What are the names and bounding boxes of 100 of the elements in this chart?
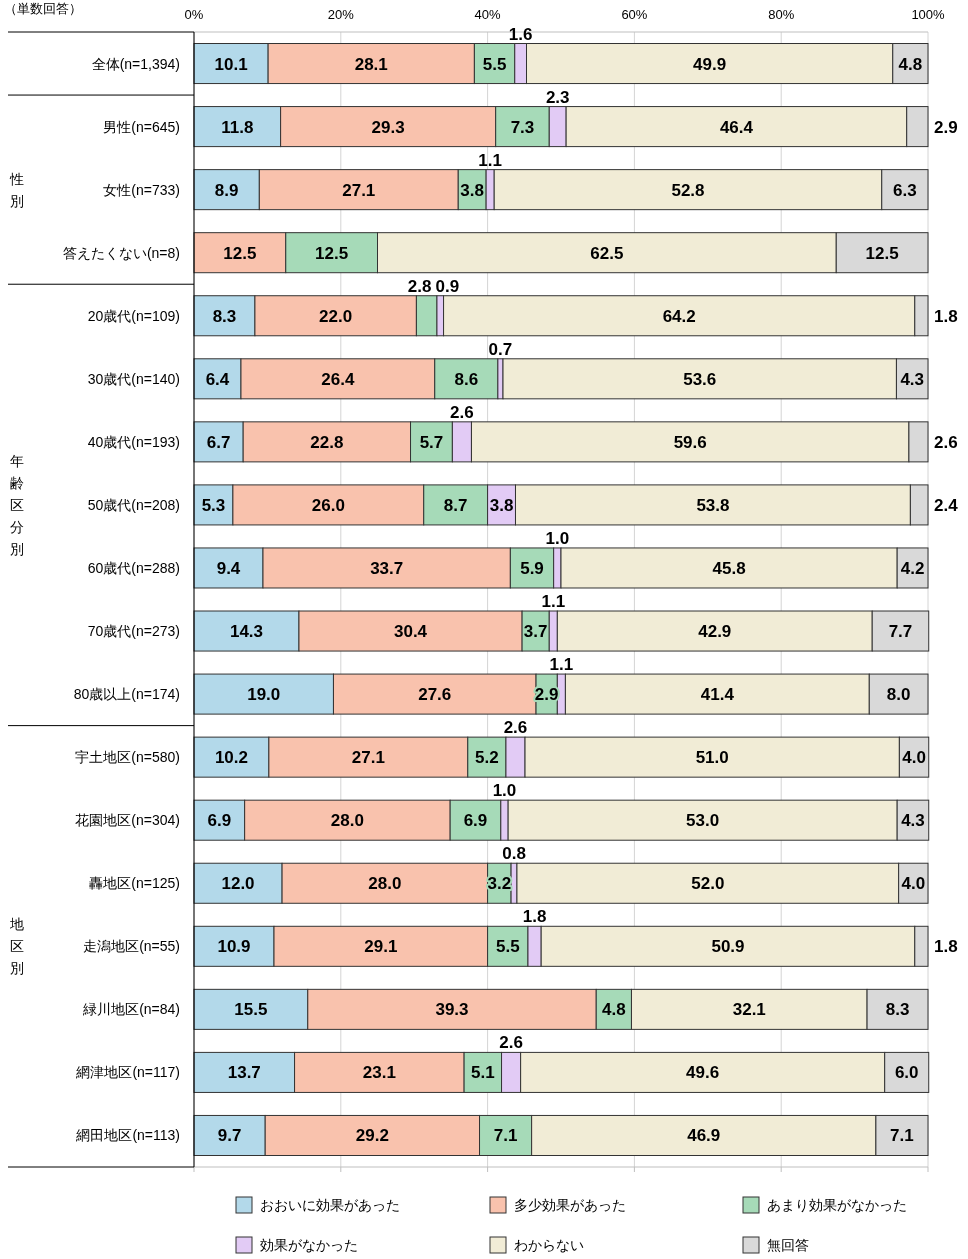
data-label: 7.3 [510,117,535,137]
text: 地区別 [9,916,24,977]
data-label: 10.9 [217,937,251,957]
data-label: 3.8 [489,495,514,515]
y-tick-label: 60歳代(n=288) [87,559,180,576]
data-label: 53.8 [696,495,730,515]
data-label: 8.3 [212,306,237,326]
y-tick-label: 轟地区(n=125) [89,875,180,892]
data-label: 23.1 [362,1063,396,1083]
data-label: 42.9 [698,622,732,642]
y-tick-label: 40歳代(n=193) [87,433,180,450]
data-label: 64.2 [662,306,696,326]
data-label: 4.3 [901,811,925,831]
data-label: 29.1 [364,937,398,957]
data-label: 12.0 [221,874,255,894]
data-label: 49.9 [693,54,727,74]
data-label: 6.3 [893,180,917,200]
data-label: 28.1 [354,54,388,74]
data-label: 2.9 [934,117,958,137]
data-label: 53.0 [686,811,720,831]
data-label: 26.4 [321,369,355,389]
legend-label: 多少効果があった [514,1197,626,1213]
data-label: 1.1 [549,655,574,675]
data-label: 30.4 [393,622,428,642]
data-label: 7.1 [890,1126,914,1146]
data-label: 50.9 [711,937,745,957]
data-label: 51.0 [695,748,729,768]
data-label: 15.5 [234,1000,268,1020]
data-label: 1.0 [545,528,570,548]
data-label: 2.6 [450,402,474,422]
data-label: 29.3 [371,117,405,137]
data-label: 8.9 [214,180,239,200]
data-label: 1.8 [522,907,547,927]
y-tick-label: 80歳以上(n=174) [73,686,180,703]
data-label: 5.1 [471,1063,495,1083]
data-label: 1.1 [478,150,502,170]
data-label: 4.3 [900,369,925,389]
y-tick-label: 全体(n=1,394) [91,55,180,72]
data-label: 27.6 [418,685,452,705]
text: （単数回答） [4,1,82,16]
data-label: 8.7 [443,495,468,515]
data-label: 14.3 [229,622,264,642]
data-label: 3.7 [523,622,548,642]
data-label: 46.9 [687,1126,721,1146]
data-label: 27.1 [342,180,376,200]
data-label: 0.7 [488,339,513,359]
y-tick-label: 花園地区(n=304) [75,812,180,829]
data-label: 1.8 [934,306,958,326]
data-label: 5.2 [475,748,499,768]
y-tick-label: 男性(n=645) [103,118,180,135]
data-label: 6.0 [894,1063,919,1083]
data-label: 29.2 [355,1126,389,1146]
data-label: 1.6 [508,24,533,44]
data-label: 1.0 [492,781,517,801]
data-label: 19.0 [247,685,281,705]
y-tick-label: 網田地区(n=113) [75,1127,180,1144]
data-label: 52.8 [671,180,705,200]
data-label: 6.7 [206,432,231,452]
legend-label: あまり効果がなかった [767,1197,907,1213]
data-label: 22.8 [310,432,344,452]
text: 年齢区分別 [10,452,24,557]
data-label: 8.3 [885,1000,910,1020]
x-tick-label: 100% [911,7,946,22]
data-label: 26.0 [311,495,345,515]
legend-label: おおいに効果があった [260,1197,400,1213]
data-label: 11.8 [221,117,254,137]
data-label: 10.1 [214,54,248,74]
legend-label: 効果がなかった [260,1237,358,1253]
data-label: 3.2 [487,874,512,894]
data-label: 3.8 [460,180,485,200]
data-label: 2.6 [934,432,958,452]
data-label: 4.8 [602,1000,626,1020]
text: 性別 [9,170,24,209]
data-label: 0.8 [502,844,526,864]
data-label: 6.9 [463,811,488,831]
data-label: 45.8 [712,558,746,578]
data-label: 52.0 [691,874,725,894]
data-label: 4.0 [901,874,926,894]
data-label: 2.6 [499,1033,523,1053]
data-label: 39.3 [435,1000,469,1020]
data-label: 4.8 [898,54,923,74]
x-tick-label: 60% [621,7,648,22]
y-tick-label: 緑川地区(n=84) [82,1001,180,1018]
data-label: 6.4 [205,369,230,389]
data-label: 5.5 [482,54,507,74]
data-label: 41.4 [700,685,735,705]
y-tick-label: 走潟地区(n=55) [83,938,180,955]
data-label: 62.5 [590,243,624,263]
data-label: 1.1 [541,592,566,612]
data-label: 8.6 [454,369,479,389]
data-label: 7.1 [493,1126,518,1146]
data-label: 5.5 [495,937,520,957]
data-label: 5.7 [419,432,444,452]
legend-label: 無回答 [767,1237,809,1253]
data-label: 28.0 [368,874,402,894]
data-label: 7.7 [888,622,913,642]
data-label: 33.7 [370,558,404,578]
y-tick-label: 20歳代(n=109) [87,307,180,324]
data-label: 2.3 [545,87,570,107]
data-label: 0.9 [435,276,460,296]
